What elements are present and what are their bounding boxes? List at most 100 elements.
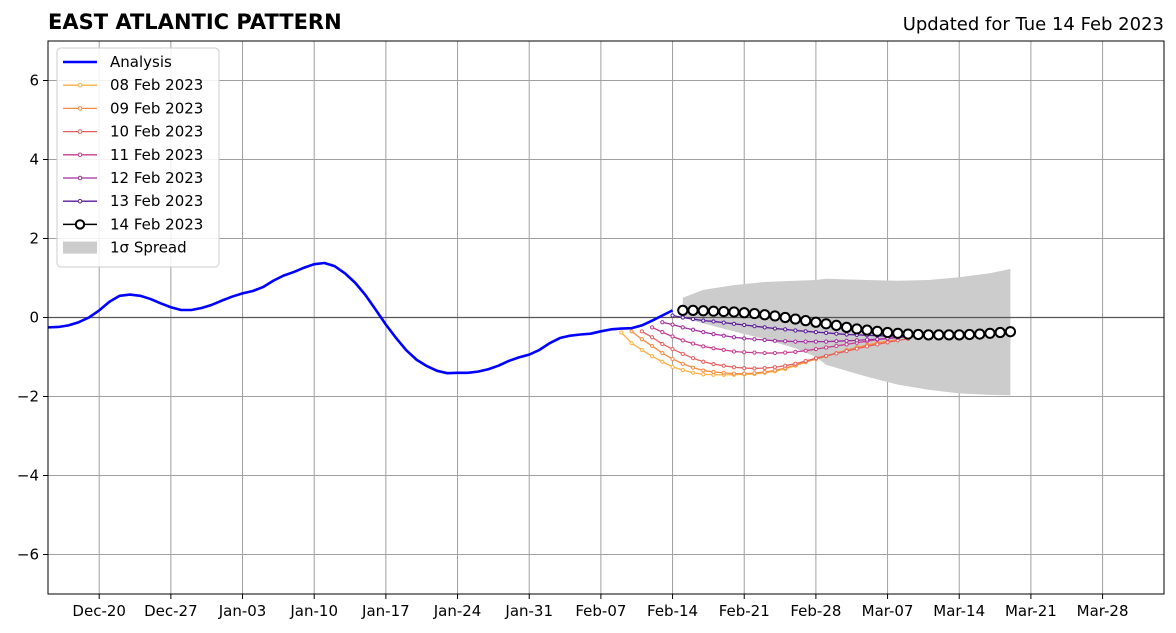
legend-label: 11 Feb 2023 <box>110 146 203 164</box>
plot-area: Dec-20 Dec-27 Jan-03 Jan-10 Jan-17 Jan-24 Jan-… <box>17 40 1165 620</box>
series-point <box>701 368 706 373</box>
series-point <box>670 347 675 352</box>
series-point <box>690 370 696 375</box>
series-point <box>660 350 665 356</box>
series-2 <box>639 329 911 371</box>
series-point <box>854 346 859 351</box>
series-point <box>670 322 675 327</box>
series-point <box>844 338 849 343</box>
series-point <box>677 304 689 316</box>
y-tick-label: 4 <box>29 151 39 169</box>
series-point <box>711 346 716 351</box>
series-point <box>779 311 791 324</box>
legend-label: 09 Feb 2023 <box>110 99 203 117</box>
legend: Analysis 08 Feb 2023 09 Feb 2023 10 Feb 202… <box>56 47 220 268</box>
series-point <box>864 337 870 342</box>
series-point <box>762 337 767 343</box>
series-point <box>731 321 737 326</box>
series-point <box>721 320 726 325</box>
series-point <box>769 310 781 322</box>
legend-label: 08 Feb 2023 <box>110 76 203 94</box>
series-point <box>660 359 665 364</box>
legend-marker <box>77 129 83 134</box>
series-point <box>803 348 808 353</box>
y-tick-label: −4 <box>17 467 39 485</box>
chart-title: EAST ATLANTIC PATTERN <box>48 10 342 34</box>
series-point <box>772 326 778 331</box>
series-point <box>864 344 870 349</box>
series-point <box>752 366 757 371</box>
analysis-line <box>47 261 674 375</box>
legend-item: 1σ Spread <box>63 239 187 257</box>
x-tick-label: Feb-21 <box>719 602 770 620</box>
series-point <box>824 330 829 336</box>
series-point <box>772 350 778 356</box>
series-point <box>731 365 737 370</box>
series-point <box>639 347 644 352</box>
series-point <box>690 356 696 361</box>
y-tick-label: −2 <box>17 388 39 406</box>
series-point <box>680 315 685 320</box>
series-point <box>892 327 904 339</box>
legend-item: 12 Feb 2023 <box>63 169 203 187</box>
series-point <box>649 354 655 359</box>
series-point <box>834 331 839 336</box>
series-point <box>670 313 675 318</box>
series-point <box>834 343 839 349</box>
legend-label: 13 Feb 2023 <box>110 192 203 210</box>
series-point <box>738 307 750 319</box>
series-point <box>649 325 655 330</box>
series-point <box>851 323 863 335</box>
series-point <box>701 359 706 364</box>
series-point <box>854 338 859 343</box>
series-point <box>701 318 706 323</box>
series-point <box>789 313 802 325</box>
x-tick-label: Mar-28 <box>1077 602 1129 620</box>
series-point <box>772 365 778 370</box>
series-point <box>752 350 757 355</box>
y-tick-label: −6 <box>17 546 39 564</box>
series-point <box>690 365 696 370</box>
series-point <box>783 339 788 344</box>
series-point <box>881 326 894 339</box>
series-point <box>953 329 965 341</box>
legend-marker <box>77 82 83 88</box>
x-tick-label: Feb-07 <box>575 602 626 620</box>
legend-item: 11 Feb 2023 <box>63 146 203 164</box>
series-point <box>783 350 788 355</box>
series-point <box>803 339 808 344</box>
series-point <box>742 365 747 371</box>
legend-marker <box>77 175 83 181</box>
series-point <box>707 305 720 317</box>
series-point <box>721 363 726 368</box>
series-point <box>711 331 716 337</box>
series-point <box>912 328 924 341</box>
legend-item: 09 Feb 2023 <box>63 99 203 117</box>
series-point <box>649 335 655 340</box>
series-point <box>844 332 849 337</box>
series-point <box>701 372 706 377</box>
series-point <box>680 367 685 373</box>
series-point <box>728 306 740 318</box>
series-point <box>922 329 935 341</box>
legend-box <box>56 47 220 268</box>
series-point <box>680 361 685 366</box>
series-point <box>752 371 757 376</box>
series-point <box>742 371 747 376</box>
series-point <box>861 324 873 336</box>
series-point <box>762 369 767 375</box>
x-tick-label: Jan-24 <box>433 602 482 620</box>
series-point <box>649 343 655 349</box>
x-tick-label: Jan-31 <box>504 602 553 620</box>
legend-marker <box>77 106 83 111</box>
series-point <box>680 351 685 356</box>
legend-marker <box>77 198 83 204</box>
series-point <box>994 326 1006 339</box>
legend-item: Analysis <box>63 53 172 71</box>
x-tick-label: Mar-07 <box>862 602 914 620</box>
series-point <box>875 342 880 347</box>
series-point <box>690 341 696 346</box>
series-point <box>752 324 757 329</box>
series-point <box>793 328 798 333</box>
